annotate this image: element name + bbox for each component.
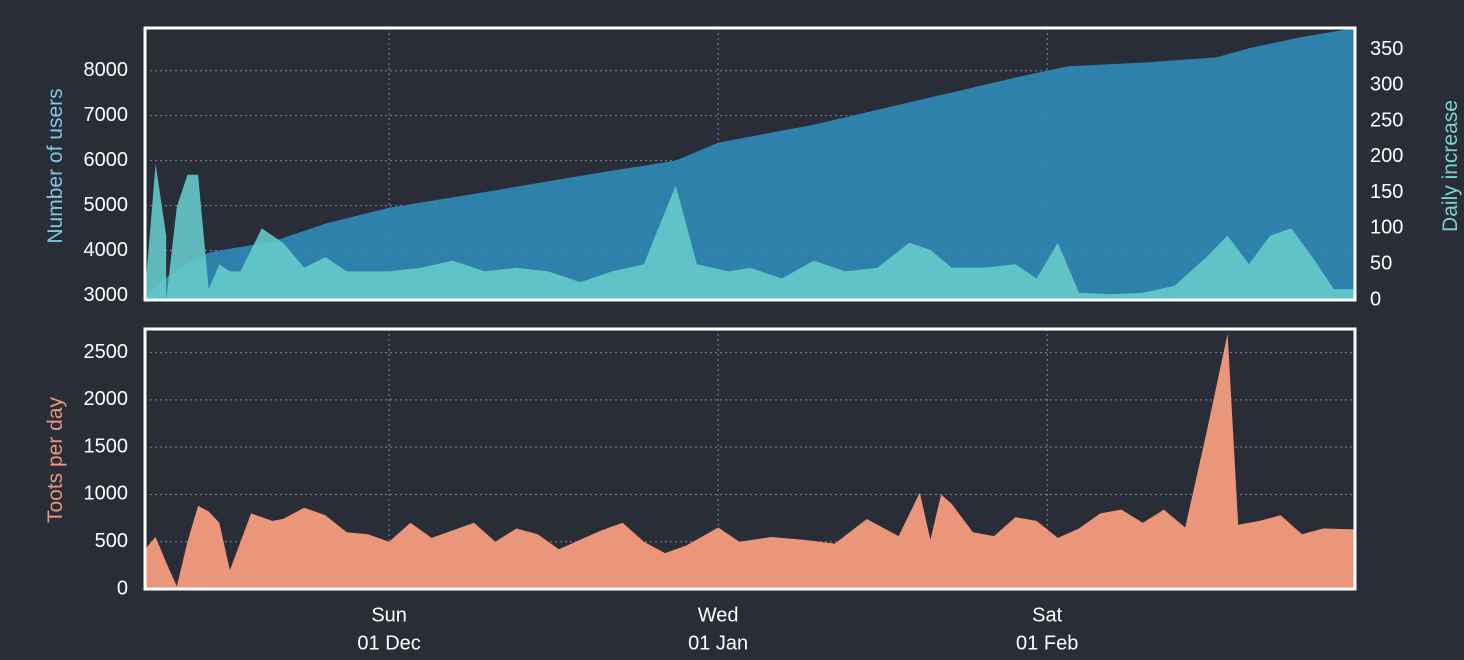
daily-increase-axis-tick: 100 [1370, 217, 1403, 239]
toots-panel [145, 333, 1355, 589]
toots-axis-label: Toots per day [44, 396, 67, 523]
daily-increase-axis-tick: 250 [1370, 109, 1403, 131]
daily-increase-axis-label: Daily increase [1439, 100, 1462, 232]
toots-axis-tick: 0 [117, 577, 128, 599]
x-axis-tick-date: 01 Dec [357, 632, 420, 654]
x-axis-tick-date: 01 Feb [1016, 632, 1078, 654]
toots-area [145, 333, 1355, 589]
daily-increase-axis-tick: 50 [1370, 252, 1392, 274]
daily-increase-axis-tick: 350 [1370, 38, 1403, 60]
toots-panel-frame [143, 327, 1357, 591]
daily-increase-axis-tick: 150 [1370, 181, 1403, 203]
axis-layer: 3000400050006000700080000501001502002503… [84, 38, 1404, 655]
daily-increase-axis-tick: 300 [1370, 74, 1403, 96]
users-axis-tick: 7000 [84, 104, 129, 126]
users-axis-tick: 5000 [84, 194, 129, 216]
x-axis-tick-weekday: Sat [1032, 604, 1062, 626]
daily-increase-axis-tick: 0 [1370, 288, 1381, 310]
toots-axis-tick: 500 [95, 530, 128, 552]
toots-axis-tick: 2500 [84, 341, 129, 363]
users-panel [145, 28, 1355, 300]
x-axis-tick-weekday: Sun [371, 604, 407, 626]
users-axis-tick: 6000 [84, 149, 129, 171]
users-axis-label: Number of users [44, 88, 67, 243]
users-axis-tick: 3000 [84, 284, 129, 306]
daily-increase-area [145, 164, 1355, 300]
users-axis-tick: 4000 [84, 239, 129, 261]
toots-axis-tick: 1000 [84, 483, 129, 505]
x-axis-tick-date: 01 Jan [688, 632, 748, 654]
users-panel-frame [143, 26, 1357, 302]
users-area [145, 28, 1355, 300]
users-axis-tick: 8000 [84, 59, 129, 81]
toots-axis-tick: 1500 [84, 435, 129, 457]
toots-axis-tick: 2000 [84, 388, 129, 410]
x-axis-tick-weekday: Wed [698, 604, 739, 626]
daily-increase-axis-tick: 200 [1370, 145, 1403, 167]
